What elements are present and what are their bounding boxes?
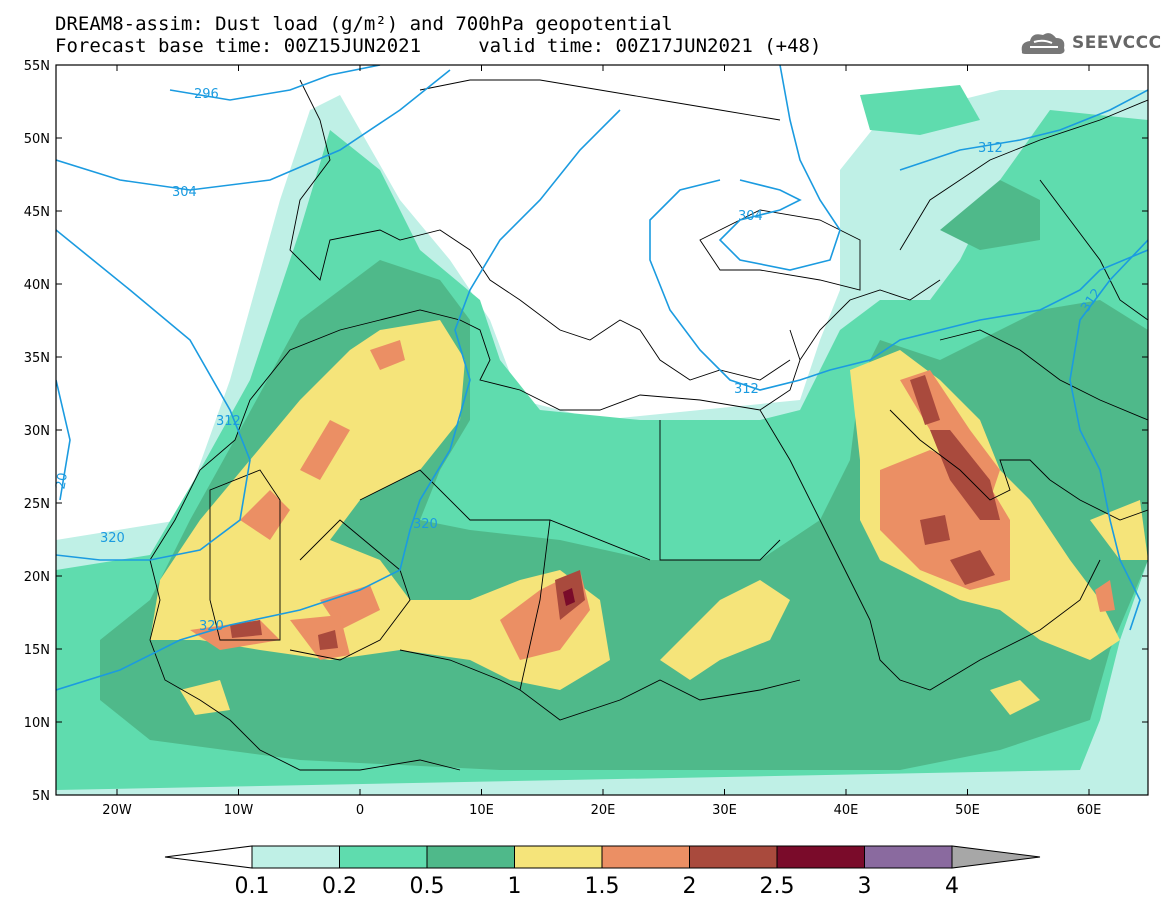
longitude-label: 10W: [224, 803, 254, 818]
latitude-label: 35N: [24, 351, 50, 366]
colorbar-label: 4: [945, 874, 959, 899]
longitude-label: 10E: [469, 803, 494, 818]
latitude-label: 15N: [24, 643, 50, 658]
colorbar-segment: [689, 845, 778, 869]
colorbar-segment: [339, 845, 428, 869]
latitude-label: 40N: [24, 278, 50, 293]
colorbar-label: 3: [858, 874, 872, 899]
latitude-label: 10N: [24, 716, 50, 731]
map-title: DREAM8-assim: Dust load (g/m²) and 700hP…: [55, 13, 673, 35]
colorbar: 0.1 0.2 0.5 1 1.5 2 2.5 3 4: [164, 845, 1041, 899]
seevccc-logo: SEEVCCC: [1072, 33, 1162, 53]
latitude-label: 50N: [24, 132, 50, 147]
latitude-label: 25N: [24, 497, 50, 512]
colorbar-segment: [514, 845, 603, 869]
contour-label: 304: [172, 185, 197, 200]
geopotential-contours: [56, 65, 1148, 691]
colorbar-high-extension: [951, 845, 1041, 869]
longitude-label: 30E: [712, 803, 737, 818]
latitude-label: 45N: [24, 205, 50, 220]
contour-label: 320: [413, 517, 438, 532]
latitude-label: 5N: [32, 789, 50, 804]
latitude-label: 30N: [24, 424, 50, 439]
longitude-label: 40E: [834, 803, 859, 818]
dust-region-2-5: [563, 588, 575, 606]
contour-label: 312: [216, 414, 241, 429]
contour-label: 296: [194, 87, 219, 102]
contour-label: 320: [100, 531, 125, 546]
latitude-label: 55N: [24, 59, 50, 74]
contour-label: 312: [978, 141, 1003, 156]
longitude-label: 60E: [1077, 803, 1102, 818]
coastlines: [149, 79, 1148, 771]
colorbar-segment: [601, 845, 690, 869]
longitude-label: 20W: [102, 803, 132, 818]
colorbar-segment: [776, 845, 865, 869]
longitude-axis: 20W 10W 0 10E 20E 30E 40E 50E 60E: [102, 65, 1101, 818]
colorbar-label: 2: [683, 874, 697, 899]
colorbar-label: 1.5: [585, 874, 620, 899]
colorbar-label: 1: [508, 874, 522, 899]
contour-label: 304: [738, 209, 763, 224]
colorbar-label: 0.5: [410, 874, 445, 899]
colorbar-label: 0.2: [322, 874, 357, 899]
contour-label: 312: [734, 382, 759, 397]
dust-region-1: [150, 320, 610, 690]
colorbar-segment: [251, 845, 340, 869]
longitude-label: 50E: [955, 803, 980, 818]
cloud-icon: [1021, 33, 1065, 54]
dust-field: [56, 65, 1148, 795]
colorbar-segment: [864, 845, 953, 869]
contour-label: 20: [53, 472, 71, 491]
longitude-label: 0: [356, 803, 364, 818]
contour-label: 320: [199, 619, 224, 634]
colorbar-low-extension: [164, 845, 253, 869]
forecast-time-line: Forecast base time: 00Z15JUN2021 valid t…: [55, 35, 822, 57]
colorbar-label: 2.5: [760, 874, 795, 899]
colorbar-segment: [426, 845, 515, 869]
latitude-label: 20N: [24, 570, 50, 585]
longitude-label: 20E: [591, 803, 616, 818]
colorbar-label: 0.1: [235, 874, 270, 899]
latitude-axis: 55N 50N 45N 40N 35N 30N 25N 20N 15N 10N 5N: [24, 59, 1148, 804]
